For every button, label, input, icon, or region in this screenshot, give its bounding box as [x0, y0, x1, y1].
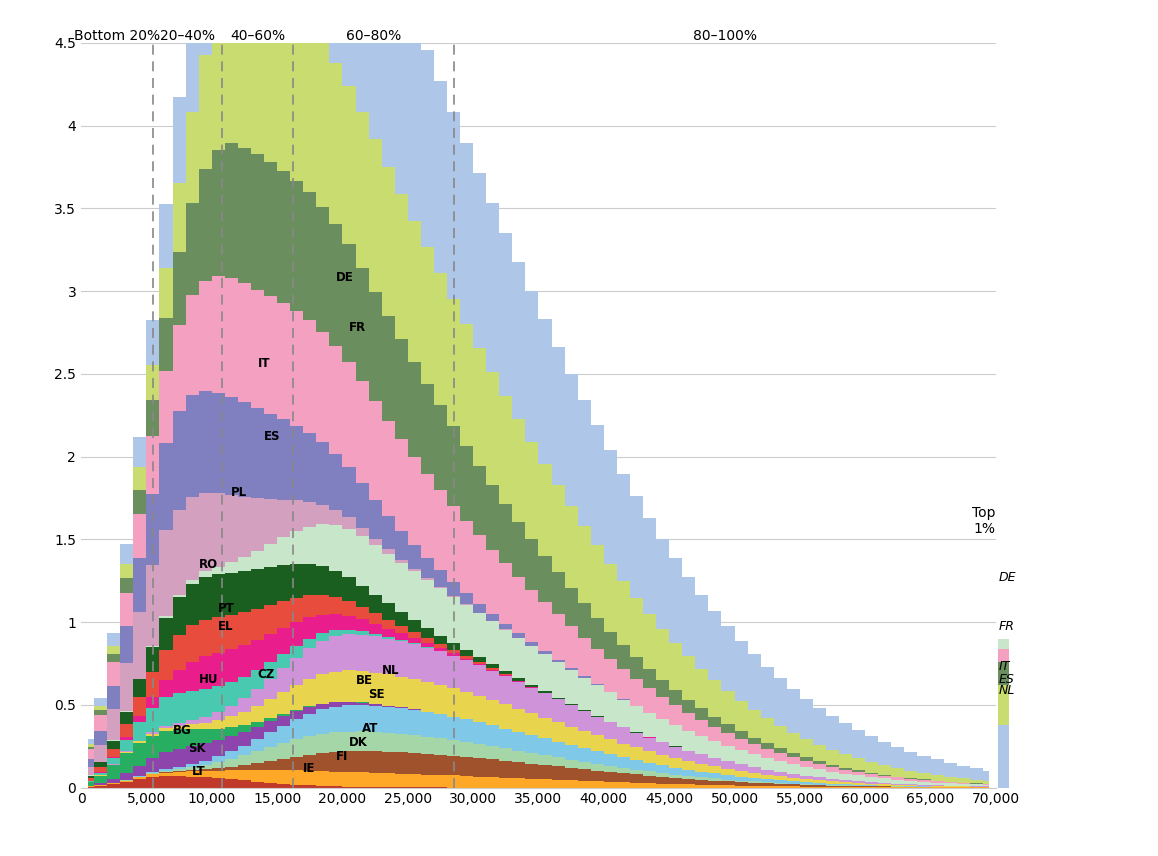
Text: DE: DE	[336, 271, 353, 284]
Text: SE: SE	[368, 687, 386, 700]
Text: Top
1%: Top 1%	[973, 506, 996, 536]
Text: IT: IT	[257, 357, 270, 371]
Text: DK: DK	[349, 735, 368, 748]
Text: HU: HU	[199, 674, 218, 687]
Text: 80–100%: 80–100%	[692, 29, 756, 43]
Text: 40–60%: 40–60%	[230, 29, 285, 43]
Text: BE: BE	[356, 675, 373, 687]
Text: PT: PT	[218, 603, 235, 615]
Text: 60–80%: 60–80%	[345, 29, 401, 43]
Text: DE: DE	[998, 571, 1016, 584]
Text: EL: EL	[218, 621, 234, 633]
Text: ES: ES	[264, 431, 280, 443]
Text: CZ: CZ	[257, 669, 274, 681]
Text: LT: LT	[192, 765, 206, 778]
Text: RO: RO	[199, 557, 218, 571]
Text: IT: IT	[998, 660, 1010, 673]
Text: 20–40%: 20–40%	[160, 29, 215, 43]
Text: FR: FR	[349, 321, 366, 334]
Text: Bottom 20%: Bottom 20%	[74, 29, 160, 43]
Text: NL: NL	[998, 684, 1014, 697]
Text: PL: PL	[232, 486, 248, 499]
Text: AT: AT	[362, 722, 379, 735]
Text: IE: IE	[303, 762, 316, 775]
Text: FI: FI	[336, 751, 349, 764]
Text: ES: ES	[998, 674, 1014, 687]
Text: SK: SK	[189, 742, 206, 755]
Text: NL: NL	[382, 663, 400, 676]
Text: BG: BG	[173, 724, 191, 737]
Text: FR: FR	[998, 621, 1014, 633]
